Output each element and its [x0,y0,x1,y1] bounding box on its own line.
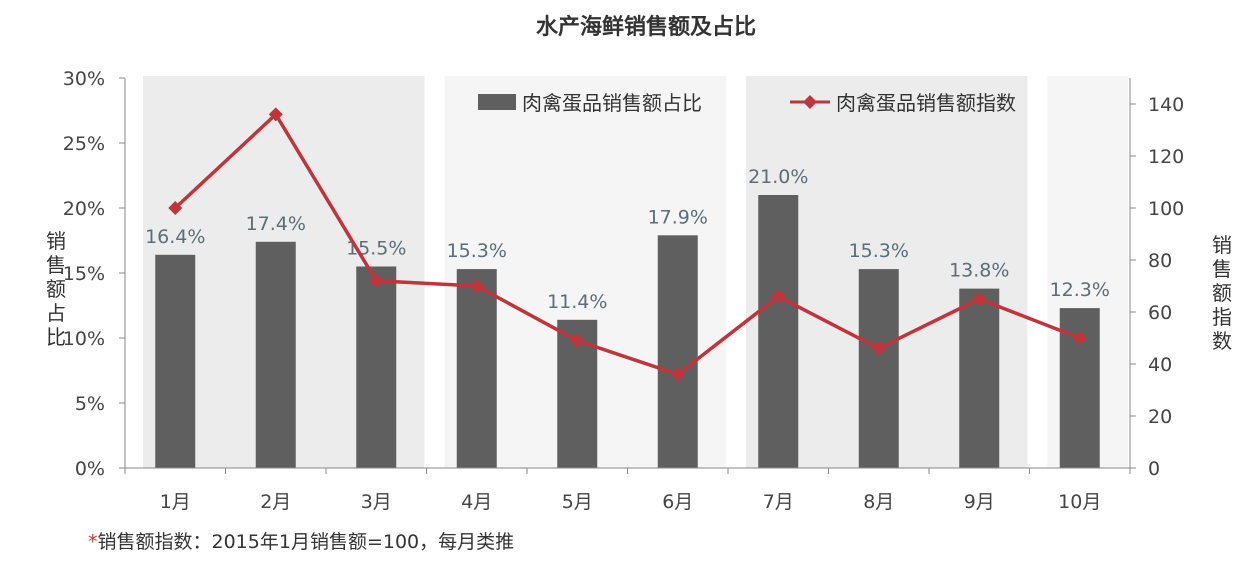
bar [356,266,397,468]
axis-label-char: 占 [46,301,66,325]
x-tick-label: 2月 [260,491,291,513]
axis-label-char: 数 [1212,329,1232,353]
chart-title: 水产海鲜销售额及占比 [536,14,756,40]
line-point [469,279,484,293]
line-point [369,273,384,288]
bar-data-label: 17.4% [246,213,306,235]
right-tick-label: 100 [1148,198,1184,220]
legend: 肉禽蛋品销售额占比 肉禽蛋品销售额指数 [478,91,1016,115]
right-tick-label: 80 [1148,250,1172,272]
line-point [268,107,283,122]
right-tick-label: 20 [1148,406,1172,428]
x-tick-label: 4月 [461,491,492,513]
line-point [972,292,987,306]
x-tick-label: 10月 [1058,491,1101,513]
axis-label-char: 指 [1212,305,1232,329]
right-tick-label: 0 [1148,458,1160,480]
bar [456,269,497,468]
axis-label-char: 额 [1212,281,1232,305]
bar-data-label: 12.3% [1050,279,1110,301]
left-tick-label: 0% [75,458,105,480]
x-tick-label: 5月 [562,491,593,513]
line-series [168,107,1087,382]
line-point [871,341,886,356]
right-tick-label: 140 [1148,94,1184,116]
bar [255,241,296,468]
footnote-asterisk: * [88,531,98,553]
axis-label-char: 比 [46,325,66,349]
right-tick-label: 40 [1148,354,1172,376]
bar [959,288,1000,468]
legend-bar-label: 肉禽蛋品销售额占比 [522,91,702,115]
right-axis-ticks: 0 20 40 60 80 100 120 140 [1130,94,1184,480]
legend-bar-swatch [478,94,516,110]
legend-line-label: 肉禽蛋品销售额指数 [836,91,1016,115]
x-axis-ticks: 1月 2月 3月 4月 5月 6月 7月 8月 9月 10月 [124,468,1131,513]
left-axis-ticks: 0% 5% 10% 15% 20% 25% 30% [63,68,125,480]
bar [155,254,196,468]
x-tick-label: 8月 [863,491,894,513]
left-tick-label: 10% [63,328,105,350]
bar-data-label: 13.8% [949,260,1009,282]
bar [758,195,799,468]
bar-series [155,195,1100,468]
footnote: *销售额指数：2015年1月销售额=100，每月类推 [88,531,514,553]
bar-data-label: 15.3% [447,240,507,262]
line-point [670,367,685,382]
line-point [771,289,786,304]
left-tick-label: 5% [75,393,105,415]
footnote-text: 销售额指数：2015年1月销售额=100，每月类推 [98,531,515,553]
bar-data-label: 11.4% [547,291,607,313]
x-tick-label: 1月 [160,491,191,513]
bar [858,269,899,468]
axis-label-char: 售 [1212,257,1232,281]
axis-label-char: 售 [46,253,66,277]
x-tick-label: 7月 [763,491,794,513]
bar [657,235,698,468]
line-point [168,201,183,215]
right-tick-label: 120 [1148,146,1184,168]
x-tick-label: 3月 [361,491,392,513]
left-tick-label: 15% [63,263,105,285]
right-axis-label: 销售额指数 [1212,233,1232,353]
x-tick-label: 9月 [964,491,995,513]
right-tick-label: 60 [1148,302,1172,324]
bar-data-label: 21.0% [748,166,808,188]
legend-line-marker [803,95,817,109]
series-line [174,112,1081,377]
left-tick-label: 30% [63,68,105,90]
x-tick-label: 6月 [662,491,693,513]
axis-label-char: 销 [1212,233,1232,257]
bar-data-labels: 16.4%17.4%15.5% 15.3%11.4%17.9%21.0%15.3%… [145,166,1110,313]
left-tick-label: 20% [63,198,105,220]
line-point [1072,331,1087,345]
axis-label-char: 额 [46,277,66,301]
bar-data-label: 17.9% [648,206,708,228]
left-tick-label: 25% [63,133,105,155]
bar-data-label: 15.3% [849,240,909,262]
left-axis-label: 销售额占比 [46,229,66,349]
axis-label-char: 销 [46,229,66,253]
line-point [570,333,585,348]
bar-data-label: 16.4% [145,226,205,248]
